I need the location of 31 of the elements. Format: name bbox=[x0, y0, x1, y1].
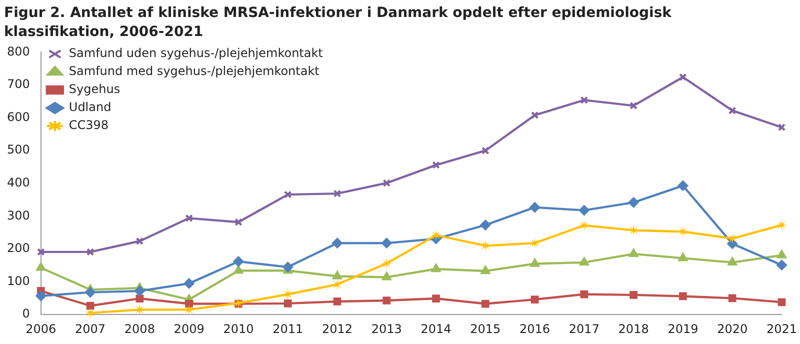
y-tick-label: 300 bbox=[7, 208, 30, 222]
legend-label: Sygehus bbox=[68, 82, 120, 96]
x-tick-label: 2015 bbox=[470, 322, 501, 336]
x-tick-label: 2018 bbox=[618, 322, 649, 336]
y-tick-label: 500 bbox=[7, 142, 30, 157]
y-tick-label: 700 bbox=[7, 77, 30, 92]
y-tick-label: 100 bbox=[7, 274, 30, 288]
x-tick-label: 2007 bbox=[75, 322, 106, 336]
y-tick-label: 400 bbox=[7, 176, 30, 190]
legend-label: Udland bbox=[68, 100, 112, 114]
chart-title: Figur 2. Antallet af kliniske MRSA-infektioner i Danmark opdelt efter epidemiologisk klassifikation, 2006-2021 bbox=[3, 4, 672, 42]
x-tick-label: 2021 bbox=[766, 322, 798, 336]
x-tick-label: 2013 bbox=[371, 322, 402, 336]
legend-label: CC398 bbox=[68, 118, 109, 132]
x-tick-label: 2006 bbox=[26, 322, 56, 336]
y-tick-label: 200 bbox=[7, 241, 30, 256]
y-tick-label: 800 bbox=[7, 44, 30, 58]
legend-label: Samfund med sygehus-/plejehjemkontakt bbox=[68, 64, 320, 78]
x-tick-label: 2016 bbox=[520, 322, 550, 336]
legend-label: Samfund uden sygehus-/plejehjemkontakt bbox=[68, 46, 324, 60]
y-tick-label: 0 bbox=[22, 306, 30, 321]
x-tick-label: 2012 bbox=[322, 322, 353, 336]
x-tick-label: 2008 bbox=[124, 322, 155, 336]
y-tick-label: 600 bbox=[7, 110, 30, 124]
x-tick-label: 2014 bbox=[420, 322, 452, 336]
x-tick-label: 2017 bbox=[568, 322, 600, 336]
x-tick-label: 2009 bbox=[174, 322, 204, 336]
x-tick-label: 2010 bbox=[223, 322, 254, 336]
x-tick-label: 2011 bbox=[272, 322, 304, 336]
x-tick-label: 2019 bbox=[668, 322, 698, 336]
x-tick-label: 2020 bbox=[717, 322, 748, 336]
